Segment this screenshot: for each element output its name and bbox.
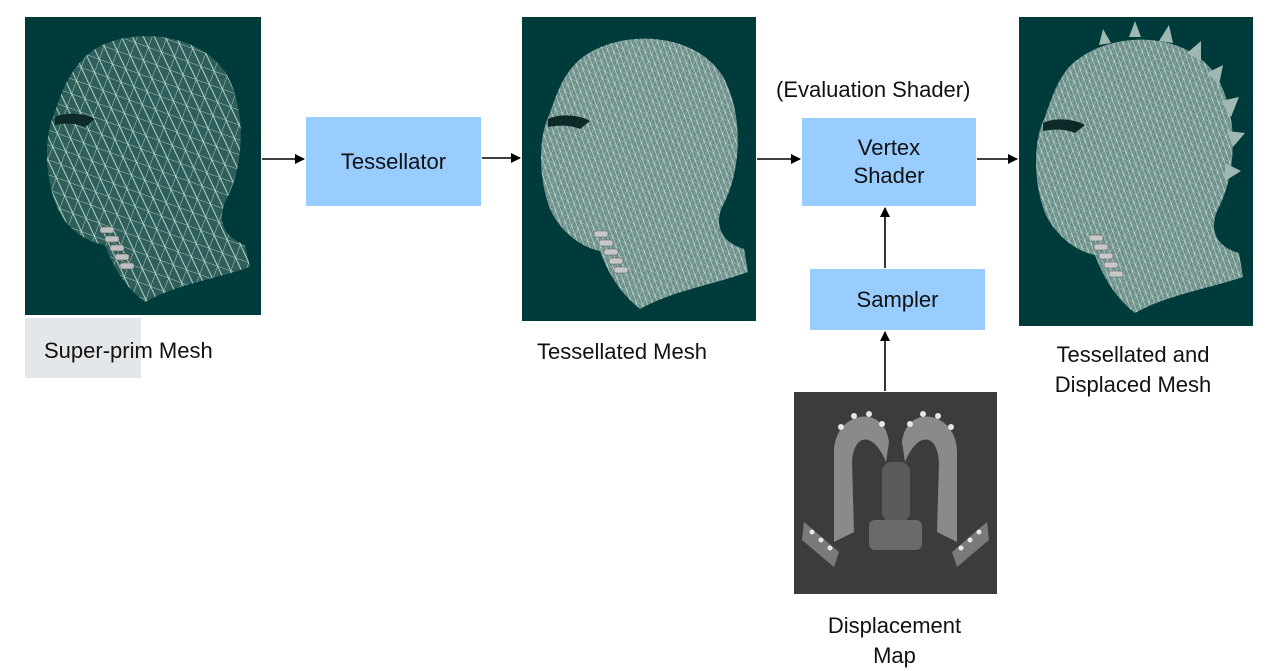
head-wireframe-dense	[541, 38, 748, 310]
displaced-mesh-label: Tessellated and Displaced Mesh	[1054, 342, 1212, 397]
head-wireframe-spiked	[1036, 21, 1245, 313]
displacement-texture	[794, 392, 997, 594]
sampler-box: Sampler	[810, 269, 985, 330]
head-wireframe-coarse	[46, 36, 250, 302]
caption-highlight	[25, 318, 141, 378]
super-prim-mesh-label: Super-prim Mesh	[44, 338, 213, 363]
displacement-map-image	[794, 392, 997, 594]
super-prim-mesh-image	[25, 17, 261, 315]
displaced-mesh-image	[1019, 17, 1253, 326]
displacement-map-label: Displacement Map	[827, 613, 962, 668]
evaluation-shader-note: (Evaluation Shader)	[776, 77, 971, 102]
vertex-shader-box: Vertex Shader	[802, 118, 976, 206]
tessellated-mesh-label: Tessellated Mesh	[537, 339, 707, 364]
tessellated-mesh-image	[522, 17, 756, 321]
tessellator-box: Tessellator	[306, 117, 481, 206]
